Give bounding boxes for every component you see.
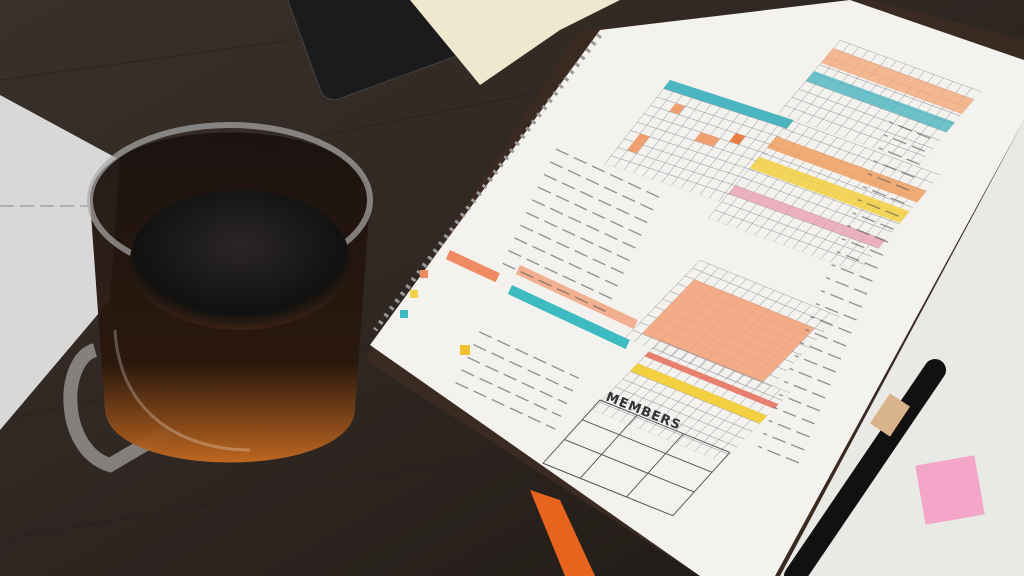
- paper-lines: [0, 200, 90, 208]
- glass-highlight: [113, 329, 251, 452]
- mug-handle: [63, 343, 174, 473]
- members-table: [542, 399, 731, 517]
- sticky-note: [410, 0, 620, 85]
- coffee-surface: [130, 190, 350, 330]
- bookmark-ribbon: [530, 490, 595, 576]
- chart-grid-4: [592, 340, 790, 463]
- paper-sheet: [0, 95, 120, 430]
- task-list: [400, 120, 937, 473]
- pen: [784, 359, 946, 576]
- chart-grid-1: [778, 40, 981, 165]
- chart-grid-3: [625, 260, 840, 394]
- phone: [287, 0, 473, 101]
- pink-note: [915, 455, 985, 525]
- pen-band: [870, 393, 910, 437]
